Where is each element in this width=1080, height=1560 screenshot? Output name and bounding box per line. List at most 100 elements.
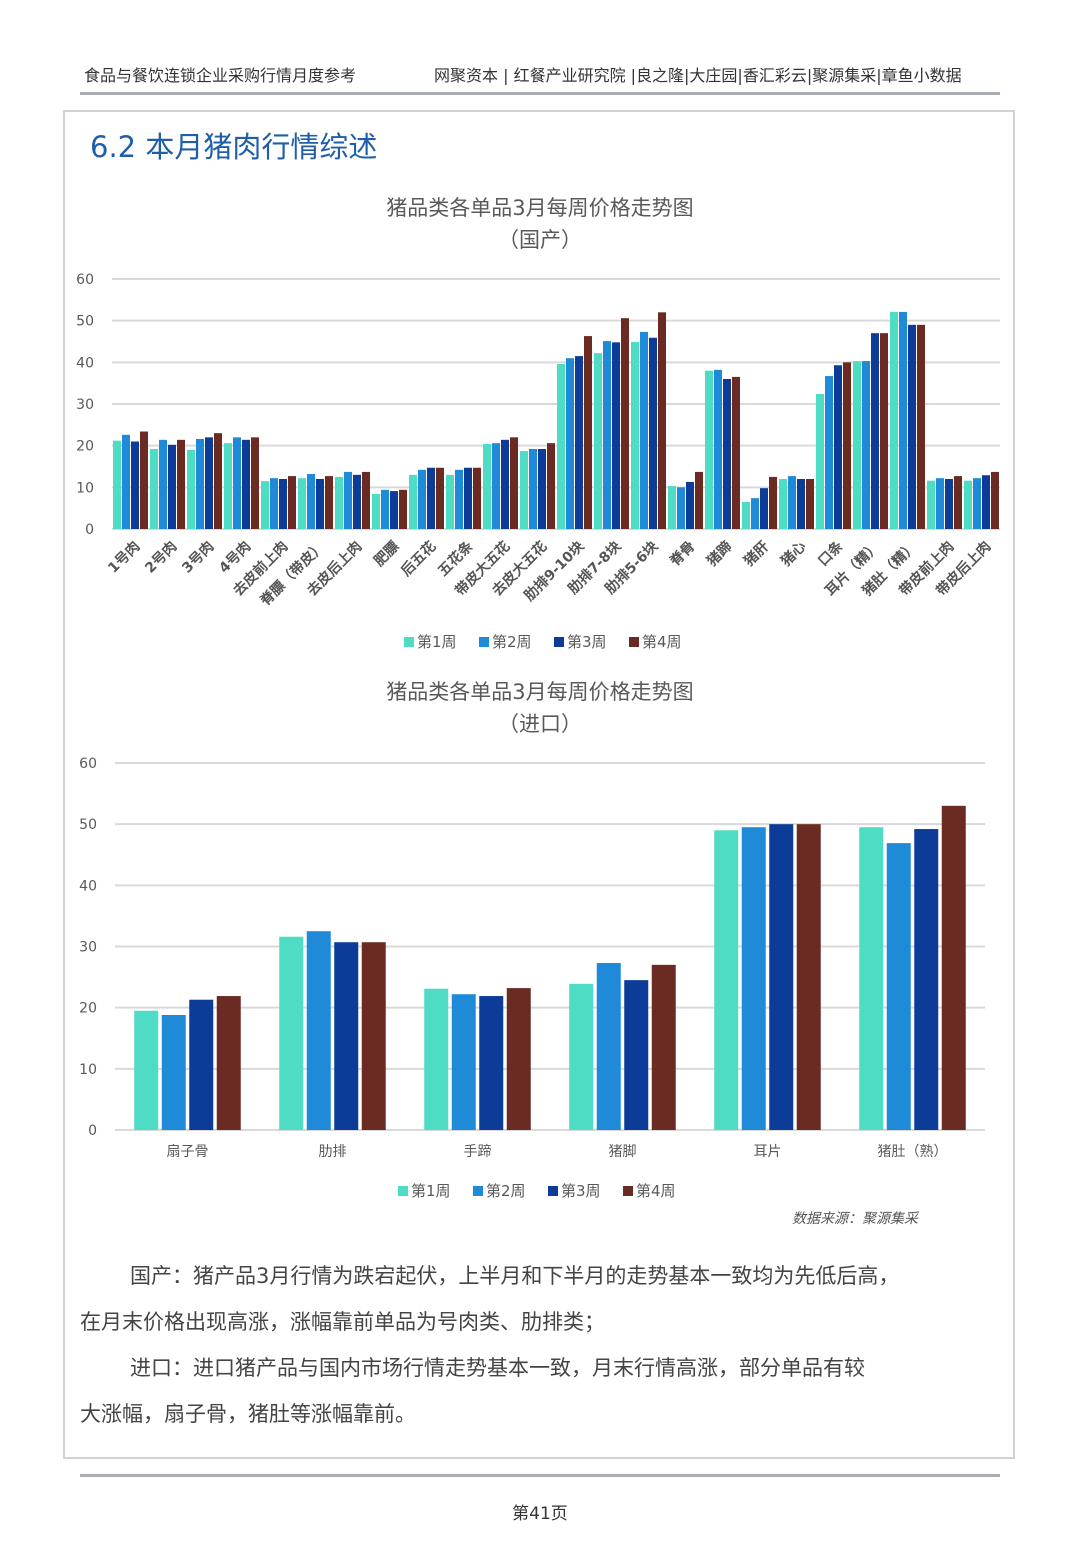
bar-第4周-猪脚 xyxy=(651,964,676,1130)
bar-第2周-扇子骨 xyxy=(161,1015,186,1130)
bar-第2周-脊骨 xyxy=(677,487,685,529)
bar-第1周-去皮前上肉 xyxy=(261,481,269,529)
x-category-label: 1号肉 xyxy=(105,538,144,577)
bar-第2周-肥膘 xyxy=(381,489,389,529)
bar-第2周-口条 xyxy=(825,376,833,529)
y-tick-label: 40 xyxy=(76,355,94,371)
header-sources: 网聚资本 | 红餐产业研究院 |良之隆|大庄园|香汇彩云|聚源集采|章鱼小数据 xyxy=(434,66,962,85)
bar-第2周-2号肉 xyxy=(159,439,167,529)
x-category-label: 口条 xyxy=(815,537,848,570)
bar-第4周-口条 xyxy=(843,362,851,529)
y-tick-label: 0 xyxy=(88,1123,97,1139)
bar-第1周-猪肚（熟） xyxy=(859,827,884,1130)
section-title: 6.2 本月猪肉行情综述 xyxy=(90,130,378,164)
bar-第4周-肥膘 xyxy=(399,489,407,529)
y-tick-label: 30 xyxy=(76,397,94,413)
x-category-label: 2号肉 xyxy=(142,538,181,577)
bar-第1周-五花条 xyxy=(446,474,454,529)
bar-第4周-去皮后上肉 xyxy=(362,471,370,529)
bar-第2周-3号肉 xyxy=(196,439,204,529)
x-category-label: 扇子骨 xyxy=(167,1144,209,1160)
bar-第4周-猪肚（精） xyxy=(917,324,925,529)
legend-swatch xyxy=(473,1186,483,1196)
bar-第4周-肋排9-10块 xyxy=(584,336,592,529)
paragraph-import-1: 进口：进口猪产品与国内市场行情走势基本一致，月末行情高涨，部分单品有较 xyxy=(130,1356,865,1380)
legend-label: 第4周 xyxy=(636,1182,676,1200)
bar-第3周-耳片 xyxy=(769,824,794,1130)
bar-第2周-肋排 xyxy=(306,931,331,1130)
page-number: 第41页 xyxy=(512,1504,568,1524)
x-category-label: 后五花 xyxy=(398,538,440,580)
bar-第1周-去皮大五花 xyxy=(520,451,528,529)
bar-第4周-猪蹄 xyxy=(732,376,740,529)
y-tick-label: 20 xyxy=(76,439,94,455)
bar-第2周-五花条 xyxy=(455,469,463,529)
bar-第4周-4号肉 xyxy=(251,437,259,529)
legend-swatch xyxy=(623,1186,633,1196)
legend-swatch xyxy=(479,637,489,647)
bar-第1周-扇子骨 xyxy=(134,1010,159,1130)
legend-swatch xyxy=(554,637,564,647)
bar-第3周-猪蹄 xyxy=(723,379,731,529)
bar-第3周-肋排9-10块 xyxy=(575,356,583,529)
bar-第4周-猪心 xyxy=(806,479,814,529)
bar-第3周-去皮前上肉 xyxy=(279,479,287,529)
bar-第2周-猪肚（熟） xyxy=(886,843,911,1130)
bar-第3周-扇子骨 xyxy=(189,999,214,1130)
bar-第1周-肥膘 xyxy=(372,494,380,529)
bar-第1周-去皮后上肉 xyxy=(335,476,343,529)
x-category-label: 猪脚 xyxy=(609,1144,637,1160)
bar-第1周-耳片（精） xyxy=(853,361,861,529)
bar-第4周-猪肚（熟） xyxy=(941,805,966,1130)
bar-第2周-去皮后上肉 xyxy=(344,471,352,529)
bar-第4周-五花条 xyxy=(473,467,481,529)
bar-第2周-脊膘（带皮） xyxy=(307,474,315,529)
y-tick-label: 30 xyxy=(79,940,97,956)
bar-第3周-猪心 xyxy=(797,479,805,529)
bar-第1周-猪脚 xyxy=(569,983,594,1130)
bar-第2周-猪脚 xyxy=(596,963,621,1130)
bar-第1周-1号肉 xyxy=(113,440,121,529)
bar-第3周-4号肉 xyxy=(242,439,250,529)
bar-第4周-去皮前上肉 xyxy=(288,476,296,529)
bar-第1周-带皮后上肉 xyxy=(964,480,972,529)
bar-第4周-带皮后上肉 xyxy=(991,471,999,529)
bar-第1周-猪蹄 xyxy=(705,370,713,529)
bar-第3周-肋排7-8块 xyxy=(612,342,620,529)
bar-第2周-去皮前上肉 xyxy=(270,478,278,529)
bar-第4周-后五花 xyxy=(436,467,444,529)
legend-label: 第4周 xyxy=(642,633,682,651)
x-category-label: 猪心 xyxy=(777,538,810,571)
bar-第4周-肋排5-6块 xyxy=(658,312,666,529)
bar-第3周-肥膘 xyxy=(390,491,398,529)
bar-第3周-猪肚（精） xyxy=(908,324,916,529)
x-category-label: 手蹄 xyxy=(464,1143,492,1160)
bar-第3周-去皮大五花 xyxy=(538,449,546,529)
bar-第2周-猪肝 xyxy=(751,498,759,529)
bar-第1周-猪肝 xyxy=(742,501,750,529)
bar-第2周-肋排5-6块 xyxy=(640,331,648,529)
bar-第4周-脊骨 xyxy=(695,471,703,529)
bar-第3周-1号肉 xyxy=(131,441,139,529)
bar-第4周-肋排 xyxy=(361,942,386,1130)
chart2-title: 猪品类各单品3月每周价格走势图 xyxy=(386,680,694,704)
x-category-label: 猪肝 xyxy=(740,538,773,571)
header-divider xyxy=(80,92,1000,95)
footer-divider xyxy=(80,1474,1000,1477)
chart2-subtitle: （进口） xyxy=(498,712,582,736)
bar-第1周-2号肉 xyxy=(150,449,158,529)
bar-第3周-2号肉 xyxy=(168,444,176,529)
bar-第3周-猪脚 xyxy=(624,980,649,1130)
x-category-label: 猪蹄 xyxy=(703,538,736,571)
bar-第2周-肋排9-10块 xyxy=(566,358,574,529)
legend-label: 第3周 xyxy=(567,633,607,651)
legend-swatch xyxy=(404,637,414,647)
bar-第2周-耳片 xyxy=(741,827,766,1130)
bar-第4周-带皮前上肉 xyxy=(954,476,962,529)
y-tick-label: 40 xyxy=(79,878,97,894)
bar-第1周-猪肚（精） xyxy=(890,311,898,529)
bar-第2周-猪心 xyxy=(788,476,796,529)
legend-label: 第1周 xyxy=(411,1182,451,1200)
bar-第1周-口条 xyxy=(816,394,824,529)
